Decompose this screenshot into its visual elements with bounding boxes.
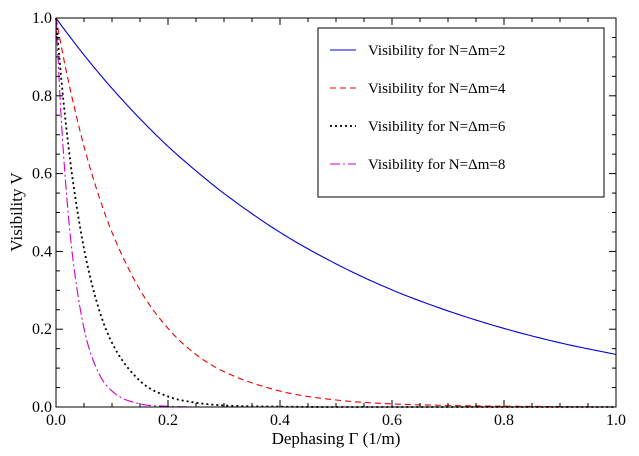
legend: Visibility for N=Δm=2 Visibility for N=Δm…: [317, 27, 605, 198]
legend-label-3: Visibility for N=Δm=6: [368, 119, 506, 135]
series-line-1: [55, 17, 617, 356]
x-tick-label: 1.0: [606, 412, 626, 429]
axis-ticks: 0.00.0 0.2 0.2 0.4 0.4 0.6 0.6 0.8 0.8 1.0 1.0: [32, 10, 626, 429]
y-tick-label: 0.6: [32, 166, 52, 183]
y-tick-label: 1.0: [32, 10, 52, 27]
y-tick-label: 0.8: [32, 88, 52, 105]
x-tick-label: 0.8: [494, 412, 514, 429]
y-tick-label: 0.4: [32, 243, 52, 260]
x-tick-label: 0.6: [382, 412, 402, 429]
y-tick-label: 0.0: [32, 399, 52, 416]
x-tick-label: 0.2: [158, 412, 178, 429]
x-tick-label: 0.4: [270, 412, 290, 429]
y-tick-label: 0.2: [32, 321, 52, 338]
legend-label-1: Visibility for N=Δm=2: [368, 43, 505, 59]
x-tick-label: 0.0: [46, 412, 66, 429]
x-axis-label: Dephasing Γ (1/m): [272, 429, 401, 448]
legend-label-4: Visibility for N=Δm=8: [368, 157, 505, 173]
series-line-2: [55, 17, 617, 408]
legend-label-2: Visibility for N=Δm=4: [368, 81, 506, 97]
legend-box: [317, 27, 605, 198]
y-axis-label: Visibility V: [7, 172, 26, 252]
